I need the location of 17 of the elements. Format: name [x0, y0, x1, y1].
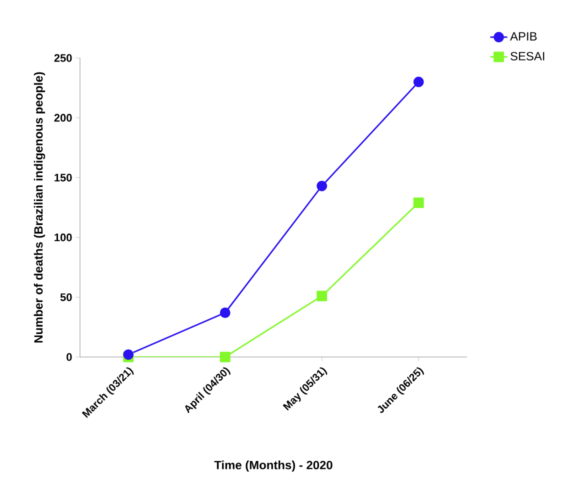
y-tick-label: 50	[60, 293, 72, 302]
legend-label: SESAI	[510, 52, 544, 60]
legend-label: APIB	[510, 32, 537, 41]
y-tick-label: 0	[66, 353, 72, 361]
point	[123, 349, 134, 360]
point	[316, 180, 328, 192]
point	[413, 197, 424, 208]
point	[316, 290, 328, 302]
point	[220, 352, 230, 362]
y-axis-title: Number of deaths (Brazilian indigenous people)	[34, 72, 46, 343]
point	[413, 76, 424, 88]
y-tick-label: 150	[54, 174, 72, 182]
y-tick-label: 100	[54, 234, 72, 242]
y-tick-label: 200	[54, 114, 72, 122]
x-axis-title: Time (Months) - 2020	[214, 460, 332, 472]
y-tick-label: 250	[54, 54, 72, 62]
point	[220, 308, 230, 318]
